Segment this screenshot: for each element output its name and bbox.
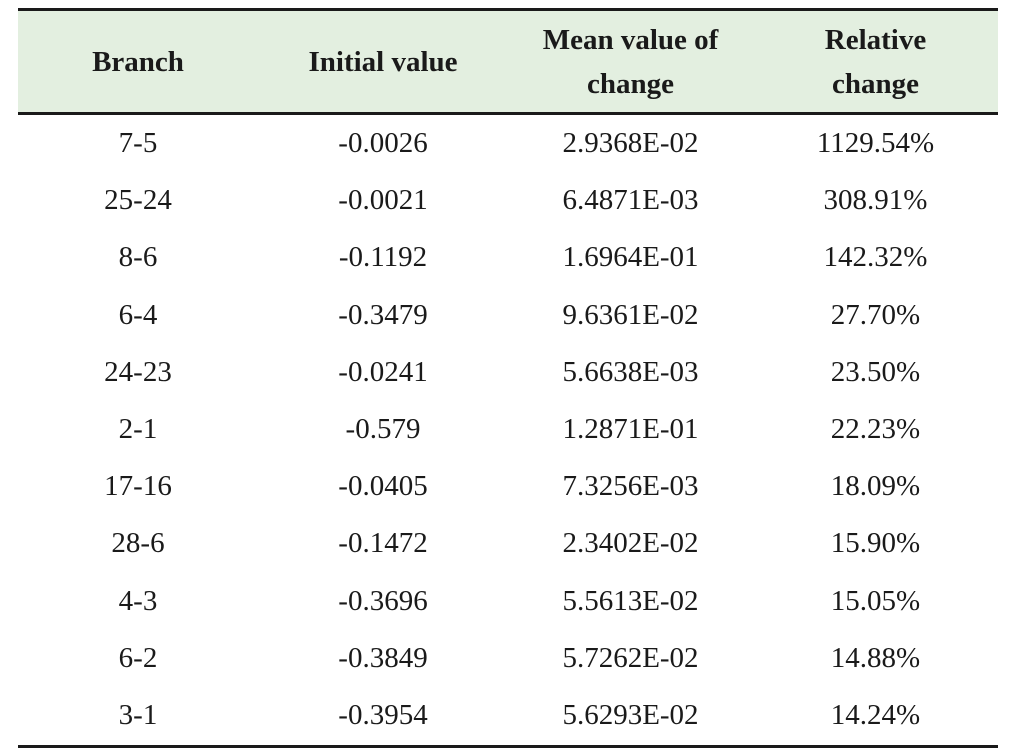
header-mean-value-of-change: Mean value of change bbox=[542, 23, 719, 100]
table-row: 25-24 -0.0021 6.4871E-03 308.91% bbox=[18, 172, 998, 229]
cell-relative-change: 14.88% bbox=[830, 641, 921, 674]
cell-initial-value: -0.3954 bbox=[338, 698, 428, 731]
cell-branch: 25-24 bbox=[104, 184, 172, 217]
cell-initial-value: -0.3479 bbox=[338, 298, 428, 331]
cell-initial-value: -0.579 bbox=[345, 413, 421, 446]
cell-branch: 8-6 bbox=[118, 241, 158, 274]
table-row: 17-16 -0.0405 7.3256E-03 18.09% bbox=[18, 458, 998, 515]
table-top-rule bbox=[18, 8, 998, 11]
header-branch: Branch bbox=[92, 45, 184, 78]
cell-relative-change: 15.90% bbox=[830, 527, 921, 560]
cell-branch: 2-1 bbox=[118, 413, 158, 446]
cell-initial-value: -0.3849 bbox=[338, 641, 428, 674]
cell-relative-change: 23.50% bbox=[830, 355, 921, 388]
cell-branch: 24-23 bbox=[104, 355, 172, 388]
cell-mean-change: 5.7262E-02 bbox=[562, 641, 699, 674]
cell-mean-change: 2.9368E-02 bbox=[562, 127, 699, 160]
cell-relative-change: 308.91% bbox=[823, 184, 928, 217]
cell-relative-change: 22.23% bbox=[830, 413, 921, 446]
cell-relative-change: 27.70% bbox=[830, 298, 921, 331]
cell-mean-change: 6.4871E-03 bbox=[562, 184, 699, 217]
cell-initial-value: -0.1192 bbox=[338, 241, 428, 274]
cell-branch: 3-1 bbox=[118, 698, 158, 731]
table-body: 7-5 -0.0026 2.9368E-02 1129.54% 25-24 -0.0021… bbox=[18, 115, 998, 744]
cell-relative-change: 142.32% bbox=[823, 241, 928, 274]
cell-mean-change: 2.3402E-02 bbox=[562, 527, 699, 560]
cell-mean-change: 1.6964E-01 bbox=[562, 241, 699, 274]
cell-mean-change: 5.6293E-02 bbox=[562, 698, 699, 731]
cell-initial-value: -0.1472 bbox=[338, 527, 428, 560]
data-table: Branch Initial value Mean value of chang… bbox=[18, 8, 998, 748]
cell-branch: 4-3 bbox=[118, 584, 158, 617]
table-row: 6-2 -0.3849 5.7262E-02 14.88% bbox=[18, 630, 998, 687]
cell-relative-change: 18.09% bbox=[830, 470, 921, 503]
cell-initial-value: -0.0026 bbox=[338, 127, 428, 160]
cell-initial-value: -0.0021 bbox=[338, 184, 428, 217]
cell-initial-value: -0.0241 bbox=[338, 355, 428, 388]
cell-mean-change: 7.3256E-03 bbox=[562, 470, 699, 503]
cell-branch: 7-5 bbox=[118, 127, 158, 160]
cell-mean-change: 5.5613E-02 bbox=[562, 584, 699, 617]
cell-mean-change: 5.6638E-03 bbox=[562, 355, 699, 388]
table-row: 2-1 -0.579 1.2871E-01 22.23% bbox=[18, 401, 998, 458]
table-row: 6-4 -0.3479 9.6361E-02 27.70% bbox=[18, 287, 998, 344]
cell-relative-change: 1129.54% bbox=[816, 127, 935, 160]
cell-mean-change: 1.2871E-01 bbox=[562, 413, 699, 446]
table-row: 3-1 -0.3954 5.6293E-02 14.24% bbox=[18, 687, 998, 744]
header-initial-value: Initial value bbox=[308, 45, 458, 78]
cell-branch: 6-2 bbox=[118, 641, 158, 674]
cell-initial-value: -0.3696 bbox=[338, 584, 428, 617]
cell-relative-change: 14.24% bbox=[830, 698, 921, 731]
table-row: 8-6 -0.1192 1.6964E-01 142.32% bbox=[18, 229, 998, 286]
table-row: 28-6 -0.1472 2.3402E-02 15.90% bbox=[18, 515, 998, 572]
cell-branch: 6-4 bbox=[118, 298, 158, 331]
table-row: 7-5 -0.0026 2.9368E-02 1129.54% bbox=[18, 115, 998, 172]
header-relative-change: Relative change bbox=[824, 23, 927, 100]
cell-branch: 28-6 bbox=[111, 527, 165, 560]
cell-mean-change: 9.6361E-02 bbox=[562, 298, 699, 331]
cell-initial-value: -0.0405 bbox=[338, 470, 428, 503]
table-row: 4-3 -0.3696 5.5613E-02 15.05% bbox=[18, 573, 998, 630]
cell-relative-change: 15.05% bbox=[830, 584, 921, 617]
cell-branch: 17-16 bbox=[104, 470, 172, 503]
table-header-row: Branch Initial value Mean value of chang… bbox=[18, 11, 998, 115]
table-row: 24-23 -0.0241 5.6638E-03 23.50% bbox=[18, 344, 998, 401]
